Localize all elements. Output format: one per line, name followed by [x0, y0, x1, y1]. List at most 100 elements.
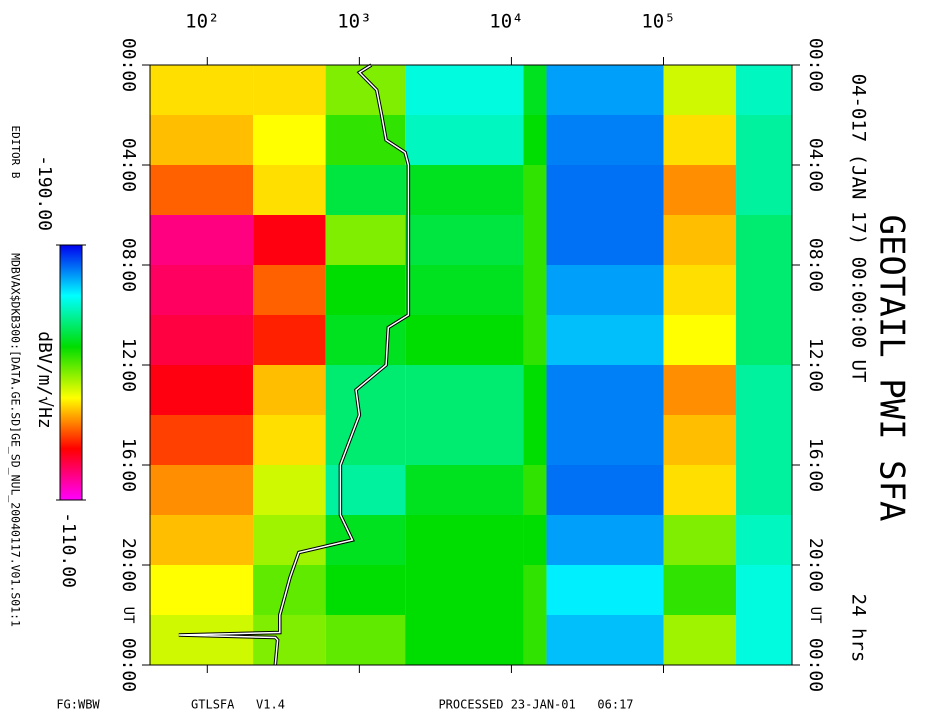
spectrogram-cell	[546, 115, 664, 165]
spectrogram-cell	[325, 465, 406, 515]
y-tick-label: 12:00	[805, 338, 826, 392]
spectrogram-cell	[736, 465, 792, 515]
spectrogram-cell	[663, 65, 737, 115]
x-tick-label: 10⁵	[641, 11, 675, 33]
spectrogram-cell	[253, 165, 326, 215]
y-tick-label: 00:00	[118, 638, 139, 692]
spectrogram-cell	[523, 565, 547, 615]
spectrogram-cell	[546, 415, 664, 465]
spectrogram-cell	[405, 65, 524, 115]
spectrogram-cell	[736, 515, 792, 565]
spectrogram-cell	[663, 415, 737, 465]
spectrogram-cell	[325, 165, 406, 215]
spectrogram-cell	[150, 615, 254, 665]
spectrogram-cell	[150, 515, 254, 565]
spectrogram-cell	[663, 615, 737, 665]
x-tick-label: 10²	[185, 11, 219, 33]
chart-title: GEOTAIL PWI SFA	[872, 214, 912, 521]
spectrogram-cell	[546, 215, 664, 265]
y-tick-label: 20:00	[118, 538, 139, 592]
spectrogram-cell	[523, 315, 547, 365]
spectrogram-cell	[150, 115, 254, 165]
spectrogram-cell	[253, 315, 326, 365]
spectrogram-cell	[325, 615, 406, 665]
y-tick-label: 16:00	[805, 438, 826, 492]
spectrogram-cell	[663, 565, 737, 615]
subtitle: 04-017 (JAN 17) 00:00:00 UT	[848, 74, 870, 383]
y-tick-label: 00:00	[805, 638, 826, 692]
time-unit: UT	[807, 607, 823, 624]
spectrogram-cell	[663, 315, 737, 365]
spectrogram-cell	[405, 265, 524, 315]
spectrogram-cell	[736, 215, 792, 265]
spectrogram-cell	[523, 415, 547, 465]
spectrogram-cell	[325, 65, 406, 115]
spectrogram-cell	[546, 615, 664, 665]
spectrogram-cell	[546, 565, 664, 615]
spectrogram-cell	[663, 465, 737, 515]
spectrogram-cell	[663, 365, 737, 415]
spectrogram-cell	[325, 515, 406, 565]
x-tick-label: 10³	[337, 11, 371, 33]
spectrogram-cell	[405, 465, 524, 515]
spectrogram-cell	[523, 115, 547, 165]
spectrogram-cell	[663, 115, 737, 165]
x-tick-label: 10⁴	[489, 11, 523, 33]
colorbar-tick-label: -190.00	[34, 155, 55, 231]
spectrogram-cell	[325, 265, 406, 315]
spectrogram-cell	[663, 265, 737, 315]
spectrogram-cell	[253, 465, 326, 515]
trace-line	[178, 64, 410, 666]
colorbar-tick-label: -110.00	[58, 512, 79, 588]
spectrogram-cell	[405, 415, 524, 465]
spectrogram-cell	[523, 515, 547, 565]
spectrogram-cell	[405, 165, 524, 215]
processed: PROCESSED 23-JAN-01 06:17	[438, 698, 633, 712]
spectrogram-cell	[523, 165, 547, 215]
spectrogram-cell	[523, 615, 547, 665]
spectrogram-cell	[150, 565, 254, 615]
spectrogram-cell	[546, 165, 664, 215]
y-tick-label: 08:00	[118, 238, 139, 292]
spectrogram-cell	[546, 465, 664, 515]
program: GTLSFA V1.4	[191, 698, 285, 712]
spectrogram-cell	[253, 515, 326, 565]
fg-label: FG:WBW	[56, 698, 100, 712]
spectrogram-cell	[736, 265, 792, 315]
spectrogram-cell	[736, 615, 792, 665]
spectrogram-cell	[405, 215, 524, 265]
editor: EDITOR B	[9, 126, 22, 179]
spectrogram-cell	[253, 615, 326, 665]
spectrogram-cell	[325, 415, 406, 465]
y-tick-label: 16:00	[118, 438, 139, 492]
spectrogram-cell	[523, 465, 547, 515]
duration: 24 hrs	[848, 594, 870, 663]
spectrogram-cell	[405, 365, 524, 415]
spectrogram-cell	[736, 365, 792, 415]
colorbar-label: dBV/m/√Hz	[34, 331, 55, 429]
spectrogram-cell	[325, 365, 406, 415]
spectrogram-cell	[546, 265, 664, 315]
spectrogram-cell	[253, 565, 326, 615]
spectrogram-cell	[736, 315, 792, 365]
spectrogram-cell	[150, 465, 254, 515]
spectrogram-cell	[150, 165, 254, 215]
spectrogram-cell	[663, 515, 737, 565]
y-tick-label: 20:00	[805, 538, 826, 592]
spectrogram-cell	[253, 215, 326, 265]
spectrogram-cell	[546, 65, 664, 115]
spectrogram-cell	[325, 565, 406, 615]
y-tick-label: 08:00	[805, 238, 826, 292]
spectrogram-cell	[546, 315, 664, 365]
time-unit: UT	[120, 607, 136, 624]
spectrogram-cell	[150, 265, 254, 315]
spectrogram-cell	[253, 415, 326, 465]
spectrogram-cell	[150, 65, 254, 115]
spectrogram-cell	[405, 515, 524, 565]
spectrogram-cell	[253, 365, 326, 415]
spectrogram-cell	[663, 165, 737, 215]
spectrogram-cell	[325, 115, 406, 165]
spectrogram-cell	[736, 165, 792, 215]
spectrogram-cell	[523, 265, 547, 315]
